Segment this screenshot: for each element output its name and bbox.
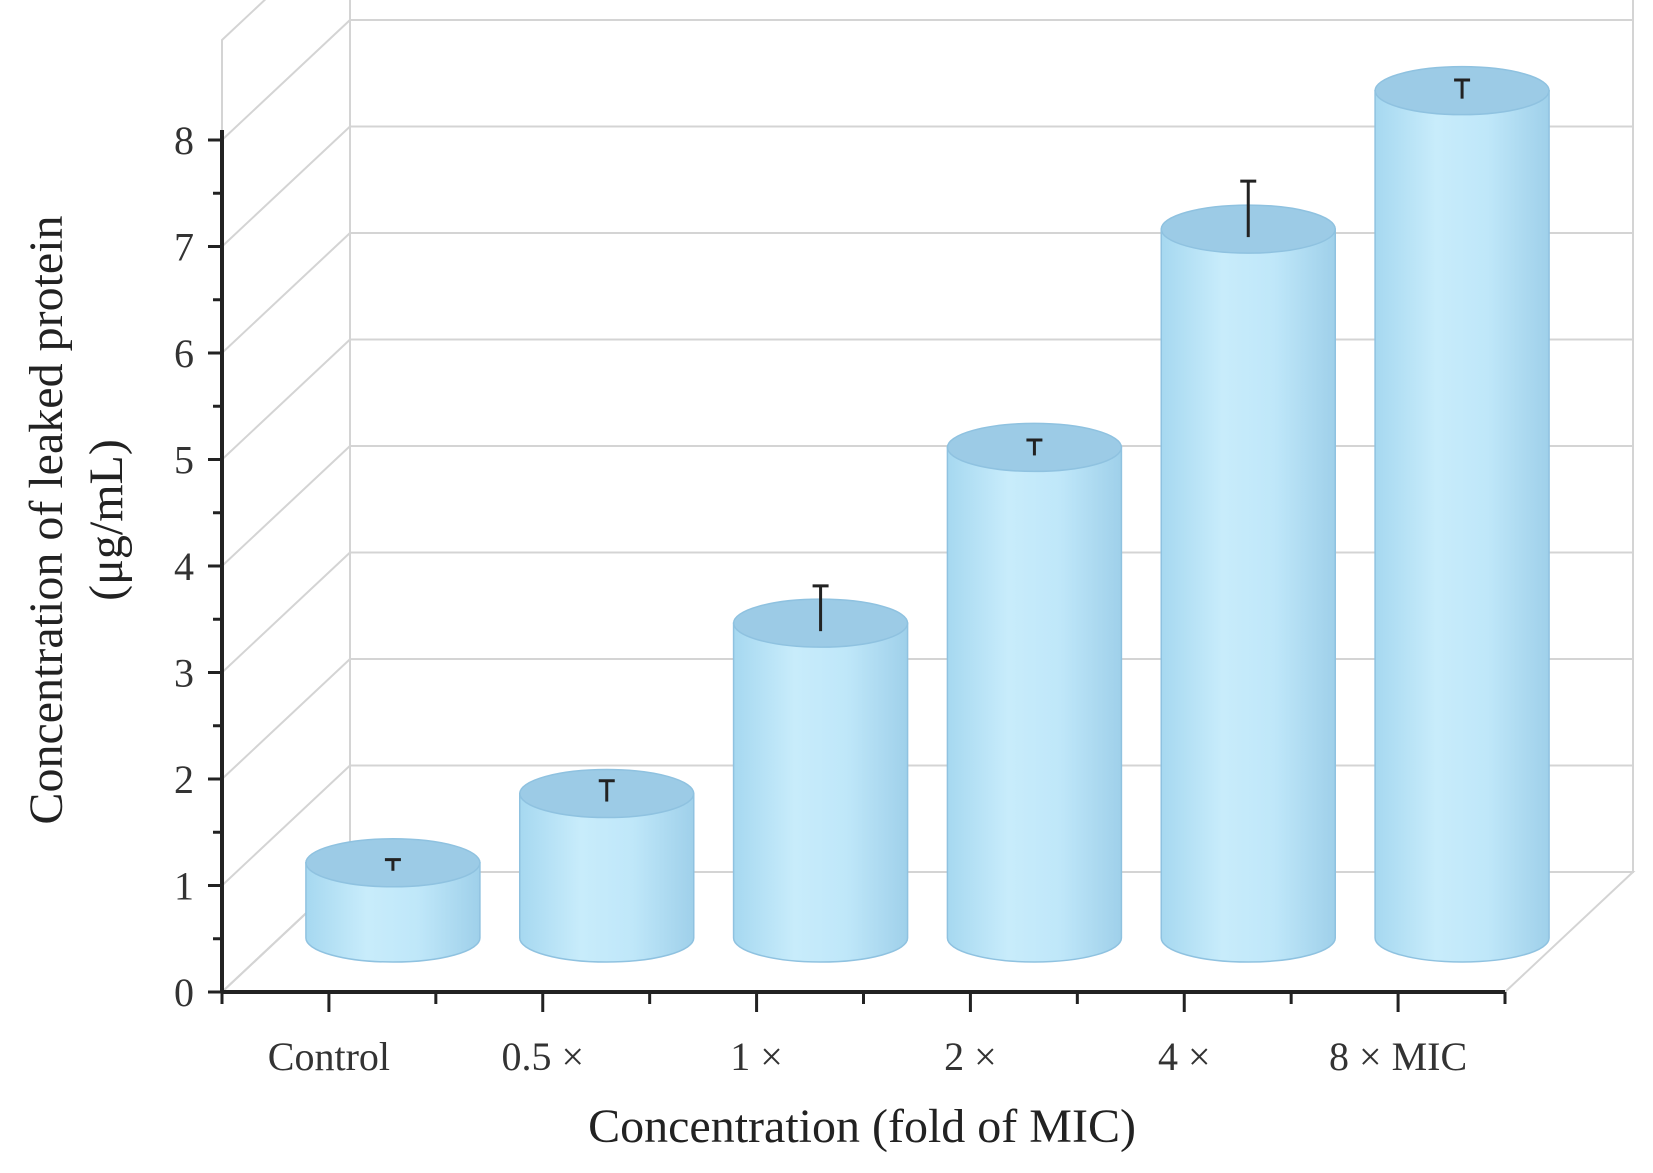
y-tick-label: 1: [174, 864, 194, 909]
side-gridline: [221, 19, 351, 141]
x-axis-title: Concentration (fold of MIC): [588, 1100, 1136, 1153]
bars: [305, 65, 1550, 963]
bar: [1374, 65, 1550, 963]
y-axis-title: Concentration of leaked protein: [20, 215, 73, 824]
bar: [946, 422, 1123, 963]
x-tick-label: Control: [268, 1034, 390, 1079]
bar: [305, 838, 481, 963]
side-gridline: [221, 232, 351, 354]
bar-body: [519, 792, 695, 963]
x-tick-label: 0.5 ×: [501, 1034, 584, 1079]
y-tick-label: 5: [174, 438, 194, 483]
side-wall: [221, 0, 351, 995]
side-gridline: [221, 658, 351, 780]
y-tick-label: 2: [174, 757, 194, 802]
y-tick-label: 4: [174, 544, 194, 589]
bar: [1160, 179, 1336, 963]
axes: [208, 130, 1507, 1012]
x-tick-label: 2 ×: [944, 1034, 997, 1079]
bar-body: [946, 446, 1123, 963]
bar: [732, 584, 909, 963]
x-tick-label: 4 ×: [1158, 1034, 1211, 1079]
bar-body: [305, 862, 481, 963]
side-gridline: [221, 551, 351, 674]
y-tick-label: 6: [174, 331, 194, 376]
side-gridline: [221, 445, 351, 567]
side-gridline: [221, 338, 351, 461]
bar-body: [732, 622, 909, 963]
bar-body: [1160, 228, 1336, 963]
bar-body: [1374, 89, 1550, 963]
y-tick-label: 0: [174, 970, 194, 1015]
y-tick-label: 7: [174, 225, 194, 270]
side-gridline: [221, 125, 351, 248]
y-tick-label: 8: [174, 118, 194, 163]
x-tick-label: 8 × MIC: [1329, 1034, 1467, 1079]
labels: Concentration (fold of MIC) Concentratio…: [20, 118, 1467, 1153]
bar: [519, 768, 695, 963]
side-gridline: [221, 764, 351, 887]
y-tick-label: 3: [174, 651, 194, 696]
x-tick-label: 1 ×: [730, 1034, 783, 1079]
y-axis-unit: (μg/mL): [80, 439, 133, 601]
